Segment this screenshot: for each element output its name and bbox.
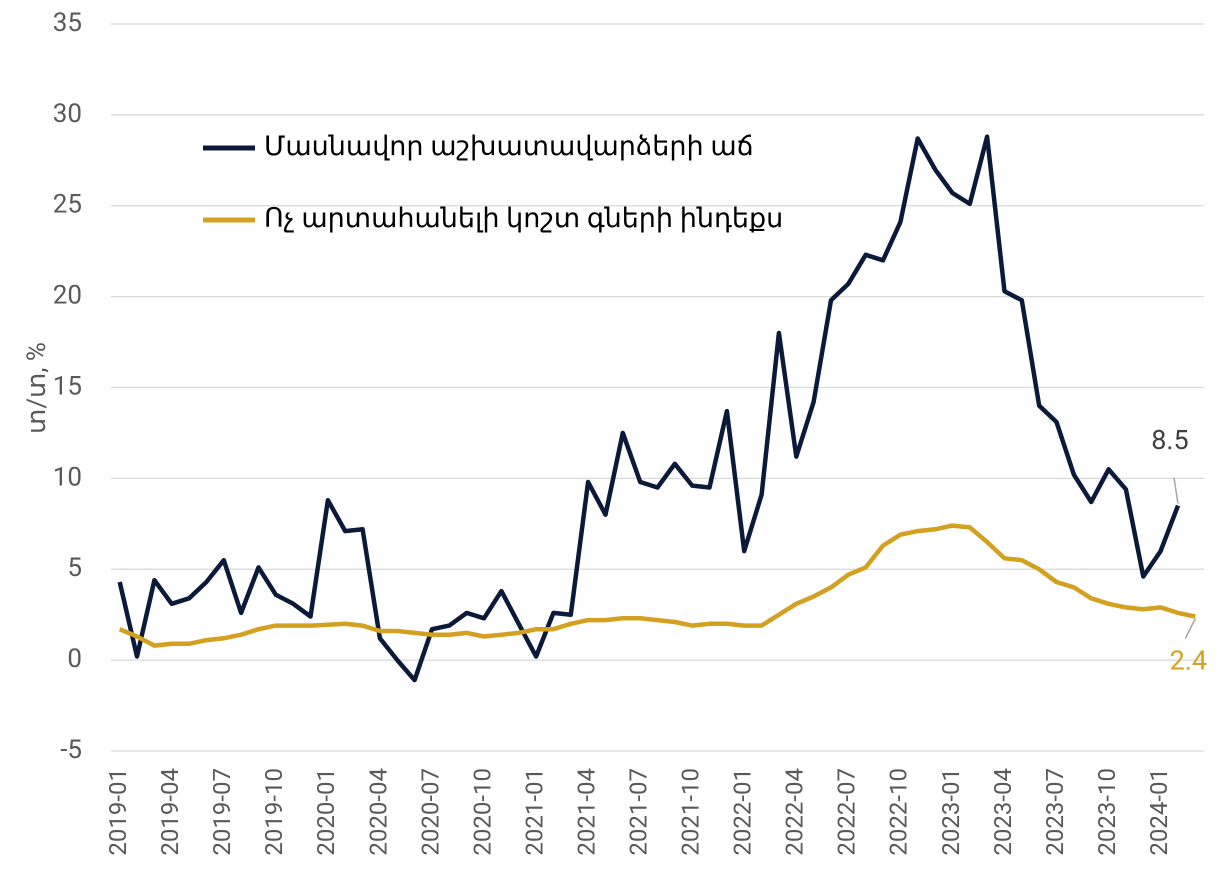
x-tick-label: 2019-01	[104, 768, 132, 856]
x-tick-label: 2022-01	[729, 768, 757, 856]
y-tick-label: 30	[53, 99, 82, 129]
x-tick-label: 2023-07	[1041, 768, 1069, 856]
x-tick-label: 2019-07	[208, 768, 236, 856]
x-tick-label: 2021-01	[520, 768, 548, 856]
data-label: 8.5	[1151, 424, 1188, 456]
data-label: 2.4	[1170, 645, 1207, 677]
x-tick-label: 2020-01	[312, 768, 340, 856]
y-tick-label: 10	[53, 462, 82, 492]
x-tick-label: 2021-10	[677, 768, 705, 856]
leader-line	[1184, 618, 1196, 639]
leader-line	[1173, 477, 1179, 504]
line-series	[117, 134, 1181, 683]
x-tick-label: 2023-10	[1093, 768, 1121, 856]
legend-label: Մասնավոր աշխատավարձերի աճ	[264, 130, 754, 162]
x-tick-label: 2019-10	[260, 768, 288, 856]
legend-label: Ոչ արտահանելի կոշտ գների ինդեքս	[264, 202, 783, 234]
x-tick-label: 2022-10	[885, 768, 913, 856]
x-tick-label: 2019-04	[156, 768, 184, 856]
x-tick-label: 2023-01	[937, 768, 965, 856]
x-tick-label: 2021-04	[572, 768, 600, 856]
x-tick-label: 2021-07	[624, 768, 652, 856]
x-tick-label: 2020-04	[364, 768, 392, 856]
y-tick-label: 5	[67, 553, 82, 583]
y-axis-label: տ/տ, %	[22, 342, 52, 434]
x-tick-label: 2023-04	[989, 768, 1017, 856]
y-tick-label: 0	[67, 644, 82, 674]
y-tick-label: 35	[53, 8, 82, 38]
x-tick-label: 2022-04	[781, 768, 809, 856]
line-series	[118, 523, 1196, 648]
y-tick-label: 20	[53, 281, 82, 311]
x-tick-label: 2020-10	[468, 768, 496, 856]
x-tick-label: 2022-07	[833, 768, 861, 856]
y-tick-label: 25	[53, 190, 82, 220]
x-tick-label: 2024-01	[1145, 768, 1173, 856]
x-tick-label: 2020-07	[416, 768, 444, 856]
y-tick-label: 15	[53, 371, 82, 401]
y-tick-label: -5	[60, 735, 82, 765]
